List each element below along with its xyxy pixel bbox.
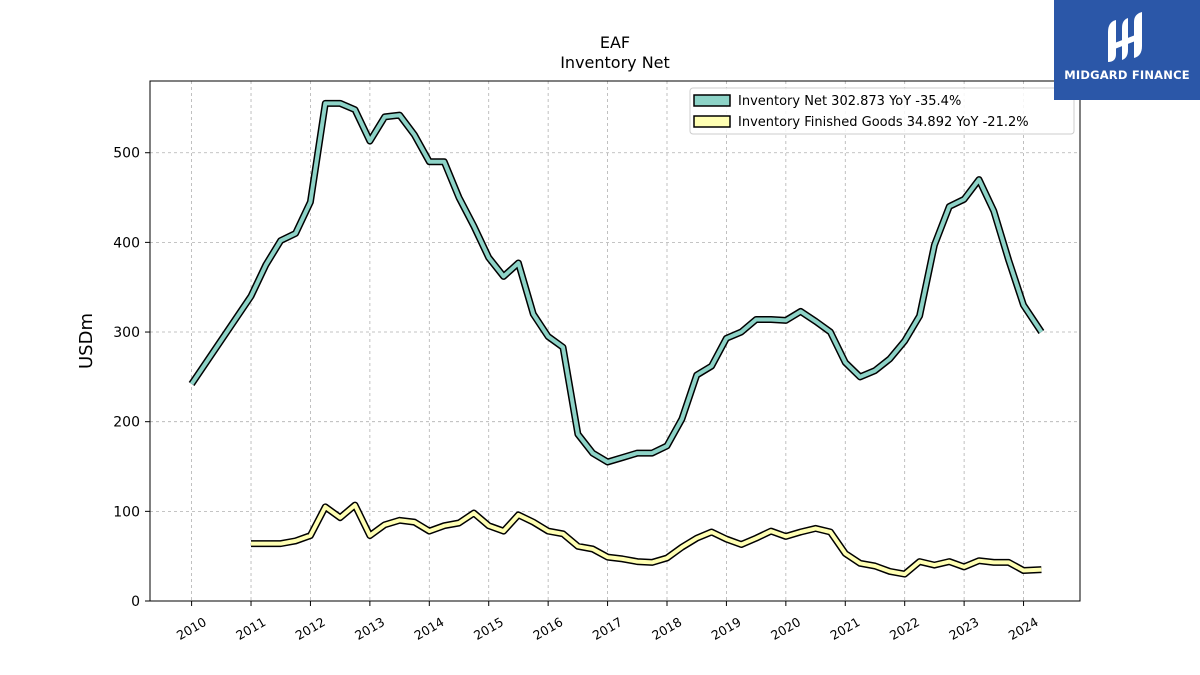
legend-swatch-1 [693, 115, 731, 128]
series-line-1 [251, 503, 1042, 577]
x-tick-label: 2011 [233, 614, 268, 643]
y-axis-label: USDm [76, 313, 97, 369]
x-tick-label: 2024 [1006, 614, 1041, 643]
y-tick-label: 400 [113, 235, 140, 251]
x-tick-label: 2021 [827, 614, 862, 643]
x-tick-label: 2012 [293, 614, 328, 643]
grid [150, 81, 1080, 602]
axes: 2010 2011 2012 2013 2014 2015 2016 2017 2018 2019… [113, 146, 1041, 643]
legend-label-0: Inventory Net 302.873 YoY -35.4% [738, 94, 961, 109]
x-tick-label: 2022 [887, 614, 922, 643]
legend-swatch-0 [693, 94, 731, 107]
x-tick-label: 2020 [768, 614, 803, 643]
x-tick-label: 2017 [590, 614, 625, 643]
y-tick-label: 300 [113, 325, 140, 341]
midgard-logo-icon [1108, 12, 1142, 62]
brand-logo: MIDGARD FINANCE [1054, 0, 1200, 100]
legend-label-1: Inventory Finished Goods 34.892 YoY -21.… [738, 115, 1029, 130]
legend[interactable]: Inventory Net 302.873 YoY -35.4% Inventor… [689, 87, 1075, 135]
plot-frame [149, 80, 1081, 602]
x-tick-label: 2013 [352, 614, 387, 643]
y-tick-label: 0 [131, 594, 140, 610]
y-tick-label: 100 [113, 504, 140, 520]
x-tick-label: 2015 [471, 614, 506, 643]
x-tick-label: 2023 [946, 614, 981, 643]
chart-title: EAF [600, 33, 630, 52]
x-tick-label: 2019 [709, 614, 744, 643]
x-tick-label: 2016 [530, 614, 565, 643]
x-tick-label: 2018 [649, 614, 684, 643]
y-tick-label: 500 [113, 146, 140, 162]
y-tick-label: 200 [113, 415, 140, 431]
series-line-0 [189, 101, 1044, 464]
brand-name: MIDGARD FINANCE [1064, 68, 1190, 82]
series-layer [188, 99, 1045, 578]
x-tick-label: 2010 [174, 614, 209, 643]
chart-subtitle: Inventory Net [560, 53, 670, 72]
x-tick-label: 2014 [412, 614, 447, 643]
legend-box [689, 87, 1075, 135]
